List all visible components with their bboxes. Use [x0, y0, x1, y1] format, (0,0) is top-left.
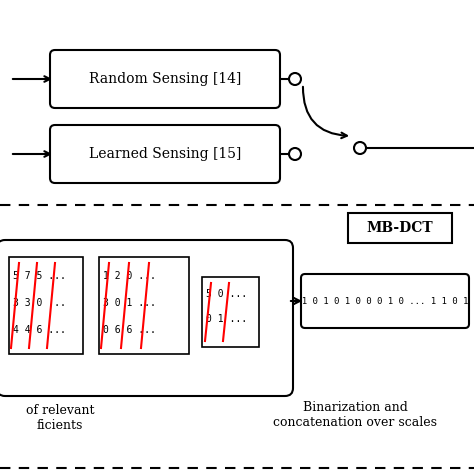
Text: [ 1 0 1 0 1 0 0 0 1 0 ... 1 1 0 1 ]: [ 1 0 1 0 1 0 0 0 1 0 ... 1 1 0 1 ] — [291, 297, 474, 306]
Text: MB-DCT: MB-DCT — [367, 221, 433, 235]
FancyBboxPatch shape — [348, 213, 452, 243]
Text: Binarization and
concatenation over scales: Binarization and concatenation over scal… — [273, 401, 437, 429]
Text: of relevant
ficients: of relevant ficients — [26, 404, 94, 432]
FancyBboxPatch shape — [202, 277, 259, 347]
FancyBboxPatch shape — [50, 125, 280, 183]
FancyBboxPatch shape — [9, 257, 83, 354]
Text: Random Sensing [14]: Random Sensing [14] — [89, 72, 241, 86]
FancyBboxPatch shape — [301, 274, 469, 328]
Text: 4 4 6 ...: 4 4 6 ... — [13, 325, 66, 335]
Text: 1 2 0 ...: 1 2 0 ... — [103, 271, 156, 281]
Text: 5 7 5 ...: 5 7 5 ... — [13, 271, 66, 281]
Circle shape — [289, 73, 301, 85]
Text: 5 0 ...: 5 0 ... — [206, 289, 247, 299]
Text: 3 3 0 ...: 3 3 0 ... — [13, 298, 66, 308]
Circle shape — [289, 148, 301, 160]
Text: 3 0 1 ...: 3 0 1 ... — [103, 298, 156, 308]
Text: Learned Sensing [15]: Learned Sensing [15] — [89, 147, 241, 161]
FancyBboxPatch shape — [0, 240, 293, 396]
Circle shape — [354, 142, 366, 154]
Text: 0 6 6 ...: 0 6 6 ... — [103, 325, 156, 335]
Text: 0 1 ...: 0 1 ... — [206, 314, 247, 324]
FancyBboxPatch shape — [99, 257, 189, 354]
FancyBboxPatch shape — [50, 50, 280, 108]
